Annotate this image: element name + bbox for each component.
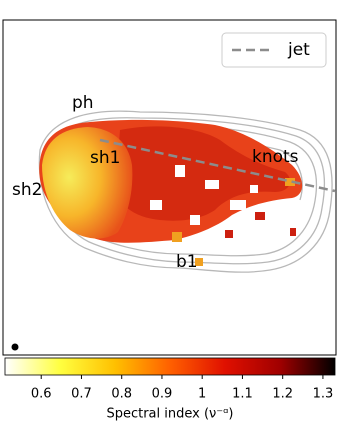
tick-label: 0.8 — [111, 387, 132, 402]
tick-label: 1.1 — [232, 387, 253, 402]
index-map — [39, 119, 303, 266]
tick-label: 0.9 — [152, 387, 173, 402]
tick-label: 1.3 — [313, 387, 334, 402]
legend-box — [221, 32, 327, 68]
annotation: ph — [72, 93, 94, 113]
annotation: sh2 — [12, 180, 42, 200]
tick-label: 0.7 — [71, 387, 92, 402]
annotation: b1 — [176, 252, 198, 272]
legend-label: jet — [287, 40, 310, 60]
tick-label: 1 — [198, 387, 206, 402]
jet-line — [99, 138, 336, 193]
beam — [11, 343, 19, 351]
colorbar — [4, 357, 336, 376]
annotation: sh1 — [90, 148, 120, 168]
colorbar-label: Spectral index (ν⁻ᵅ) — [106, 407, 233, 422]
tick-label: 1.2 — [272, 387, 293, 402]
annotation: knots — [252, 147, 299, 167]
tick-label: 0.6 — [31, 387, 52, 402]
